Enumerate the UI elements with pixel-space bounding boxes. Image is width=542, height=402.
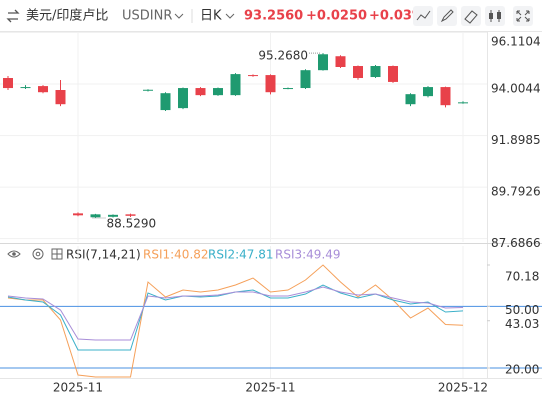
candle-body: [458, 102, 468, 104]
price-change: +0.0250: [306, 9, 367, 24]
candle-body: [90, 214, 101, 218]
draw-tool-button[interactable]: [437, 6, 457, 26]
candle-body: [195, 88, 206, 96]
y-tick-label: 20.00: [505, 363, 539, 377]
candle-body: [283, 88, 293, 90]
rsi-header: RSI(7,14,21): [7, 248, 141, 262]
draw-tool-icon: [440, 9, 454, 23]
fullscreen-icon: [516, 10, 530, 22]
candle-body: [3, 78, 13, 89]
candle-body: [405, 94, 416, 105]
indicator-button[interactable]: [485, 6, 505, 26]
candle-body: [300, 70, 311, 89]
legend-label: RSI1:40.82: [143, 248, 209, 262]
x-tick-label: 2025-11: [245, 381, 295, 395]
y-tick-label: 94.0044: [491, 82, 541, 96]
toolbar: 美元/印度卢比 USDINR 日K 93.2560 +0.0250 +0.03%: [0, 0, 542, 31]
line-tool-icon: [416, 10, 431, 21]
symbol-name[interactable]: 美元/印度卢比: [26, 8, 108, 24]
candle-body: [178, 88, 188, 109]
y-tick-label: 87.6866: [491, 236, 541, 250]
y-tick-label: 70.18: [505, 270, 539, 284]
rsi-line: [7, 286, 464, 341]
eraser-icon: [464, 10, 478, 24]
candle-body: [213, 88, 223, 96]
y-tick-label: 50.00: [505, 303, 539, 317]
dropdown-icon[interactable]: [225, 13, 235, 19]
dropdown-icon[interactable]: [174, 13, 184, 19]
y-tick-label: 96.1104: [491, 35, 541, 49]
symbol-code[interactable]: USDINR: [122, 9, 172, 24]
candle-body: [423, 87, 433, 97]
rsi-line: [7, 264, 464, 378]
candle-body: [108, 214, 118, 217]
last-price: 93.2560: [244, 9, 303, 24]
period[interactable]: 日K: [200, 9, 222, 24]
candle-body: [440, 87, 451, 106]
fullscreen-button[interactable]: [513, 6, 533, 26]
candle-body: [370, 66, 381, 78]
y-tick-label: 91.8985: [491, 133, 541, 147]
y-tick-label: 43.03: [505, 317, 539, 331]
min-label: 88.5290: [107, 217, 157, 231]
legend-label: RSI2:47.81: [208, 248, 274, 262]
candle-body: [55, 90, 66, 105]
y-tick-label: 89.7926: [491, 185, 541, 199]
candle-body: [335, 56, 346, 67]
candle-body: [388, 66, 398, 82]
eraser-button[interactable]: [461, 6, 481, 26]
candle-body: [73, 213, 83, 216]
swap-icon[interactable]: [6, 9, 20, 23]
candle-body: [318, 54, 328, 71]
settings-icon[interactable]: [32, 248, 44, 260]
x-tick-label: 2025-12: [438, 381, 488, 395]
indicator-title: RSI(7,14,21): [66, 248, 141, 262]
candle-body: [248, 75, 258, 77]
visibility-icon: [12, 252, 16, 256]
candle-body: [38, 86, 48, 93]
candle-body: [125, 214, 136, 216]
candle-body: [143, 89, 153, 91]
indicator-icon: [497, 12, 501, 19]
legend-label: RSI3:49.49: [275, 248, 341, 262]
price-change-pct: +0.03%: [369, 9, 425, 24]
candle-body: [230, 74, 241, 96]
candle-body: [160, 93, 171, 111]
params-icon: [52, 249, 62, 259]
indicator-icon: [489, 13, 493, 19]
candle-body: [265, 75, 276, 93]
visibility-icon[interactable]: [7, 250, 21, 258]
x-tick-label: 2025-11: [53, 381, 103, 395]
candle-body: [353, 66, 363, 79]
candle-body: [20, 87, 31, 89]
settings-icon: [35, 251, 41, 257]
max-label: 95.2680: [258, 49, 308, 63]
